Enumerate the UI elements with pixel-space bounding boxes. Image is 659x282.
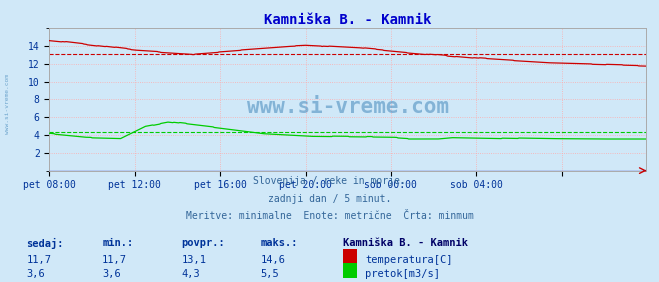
- Text: pretok[m3/s]: pretok[m3/s]: [365, 269, 440, 279]
- Text: 11,7: 11,7: [102, 255, 127, 265]
- Text: Kamniška B. - Kamnik: Kamniška B. - Kamnik: [343, 238, 468, 248]
- Text: maks.:: maks.:: [260, 238, 298, 248]
- Text: 3,6: 3,6: [26, 269, 45, 279]
- Text: www.si-vreme.com: www.si-vreme.com: [5, 74, 11, 134]
- Text: 13,1: 13,1: [181, 255, 206, 265]
- Text: 3,6: 3,6: [102, 269, 121, 279]
- Text: 11,7: 11,7: [26, 255, 51, 265]
- Text: zadnji dan / 5 minut.: zadnji dan / 5 minut.: [268, 194, 391, 204]
- Text: 14,6: 14,6: [260, 255, 285, 265]
- Text: sedaj:: sedaj:: [26, 238, 64, 249]
- Text: povpr.:: povpr.:: [181, 238, 225, 248]
- Title: Kamniška B. - Kamnik: Kamniška B. - Kamnik: [264, 13, 432, 27]
- Text: www.si-vreme.com: www.si-vreme.com: [246, 96, 449, 116]
- Text: 4,3: 4,3: [181, 269, 200, 279]
- Text: min.:: min.:: [102, 238, 133, 248]
- Text: Slovenija / reke in morje.: Slovenija / reke in morje.: [253, 176, 406, 186]
- Text: temperatura[C]: temperatura[C]: [365, 255, 453, 265]
- Text: 5,5: 5,5: [260, 269, 279, 279]
- Text: Meritve: minimalne  Enote: metrične  Črta: minmum: Meritve: minimalne Enote: metrične Črta:…: [186, 211, 473, 221]
